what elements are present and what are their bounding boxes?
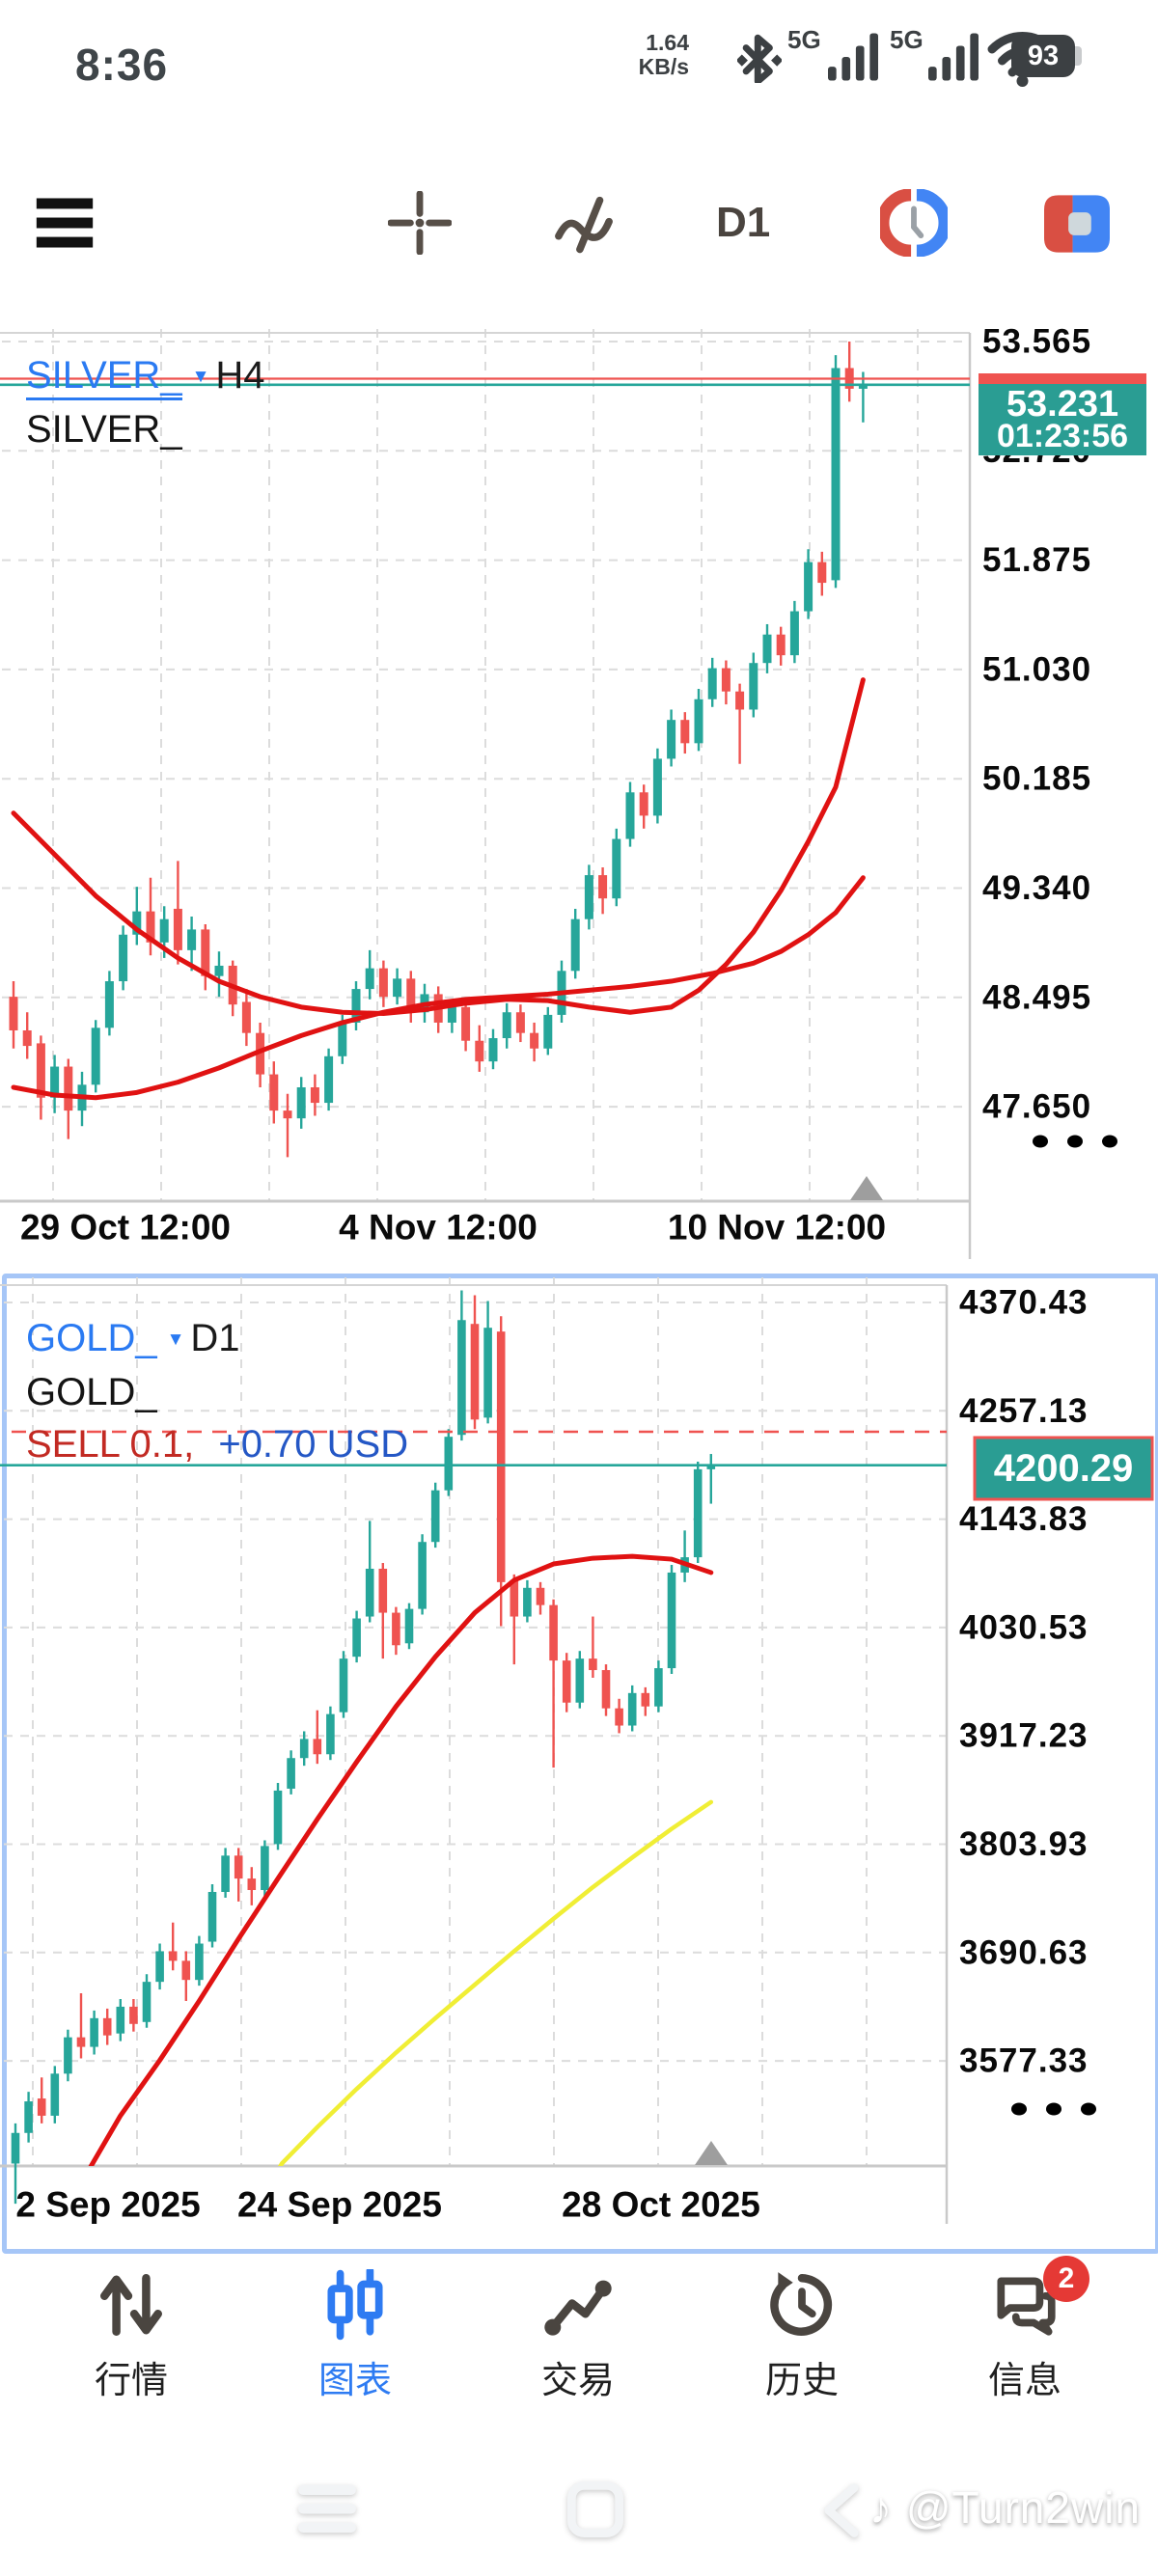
- scale-menu-dots: [1102, 1135, 1117, 1148]
- scale-menu-dots: [1011, 2102, 1027, 2116]
- scroll-to-end-marker: [850, 1176, 883, 1200]
- y-axis-label: 49.340: [982, 869, 1091, 907]
- scale-menu-dots: [1081, 2102, 1096, 2116]
- ma-fast: [11, 677, 866, 1017]
- status-time: 8:36: [75, 40, 169, 90]
- ma-red: [88, 1553, 714, 2166]
- nav-history[interactable]: 历史: [720, 2269, 884, 2403]
- watermark-handle: @Turn2win: [905, 2482, 1141, 2533]
- back-icon[interactable]: [820, 2483, 863, 2537]
- battery-nub: [1075, 46, 1082, 66]
- active-chart-frame: [2, 1274, 1158, 2254]
- sim2-network-type: 5G: [890, 25, 924, 54]
- svg-text:53.231: 53.231: [1006, 384, 1118, 425]
- y-axis-label: 48.495: [982, 978, 1091, 1016]
- gold-watermark: GOLD_: [26, 1371, 157, 1413]
- bid-price-badge: [973, 1436, 1154, 1501]
- silver-chart[interactable]: 53.56552.72051.87551.03050.18549.34048.4…: [0, 323, 1158, 1264]
- y-axis-label: 47.650: [982, 1088, 1091, 1126]
- ask-price-marker: [979, 373, 1146, 384]
- chart-objects-icon[interactable]: [880, 189, 948, 257]
- y-axis-label: 3577.33: [959, 2042, 1089, 2080]
- window-mode-icon[interactable]: [1044, 195, 1110, 253]
- chevron-down-icon: ▼: [166, 1329, 185, 1350]
- nav-trade[interactable]: 交易: [496, 2269, 660, 2403]
- y-axis-label: 53.565: [982, 323, 1091, 361]
- scale-menu-dots: [1033, 1135, 1048, 1148]
- trade-icon: [544, 2280, 612, 2336]
- x-axis-label: 28 Oct 2025: [562, 2185, 760, 2225]
- nav-messages-history-label: 历史: [764, 2361, 839, 2401]
- y-axis-label: 3803.93: [959, 1825, 1089, 1863]
- x-axis-label: 2 Sep 2025: [15, 2185, 200, 2225]
- network-speed-unit: KB/s: [638, 54, 689, 79]
- nav-charts[interactable]: 图表: [273, 2269, 437, 2403]
- svg-text:01:23:56: 01:23:56: [997, 418, 1128, 454]
- gold-chart-header: GOLD_ ▼ D1 GOLD_ SELL 0.1, +0.70 USD: [26, 1312, 408, 1470]
- video-watermark: ♪ @Turn2win: [869, 2481, 1141, 2534]
- nav-quotes[interactable]: 行情: [49, 2269, 213, 2403]
- nav-messages[interactable]: 2 信息: [943, 2256, 1107, 2403]
- x-axis-label: 4 Nov 12:00: [339, 1208, 538, 1247]
- network-speed-value: 1.64: [646, 30, 689, 55]
- y-axis-label: 4030.53: [959, 1608, 1089, 1646]
- ma-yellow: [277, 1799, 714, 2166]
- home-icon[interactable]: [567, 2481, 623, 2537]
- gold-chart[interactable]: 4370.43 4257.13 4143.83 4030.53 3917.23 3803.…: [0, 1272, 1158, 2248]
- scroll-to-end-marker: [695, 2141, 728, 2165]
- svg-text:4200.29: 4200.29: [994, 1447, 1134, 1490]
- recent-apps-icon[interactable]: [295, 2481, 359, 2537]
- history-icon: [770, 2272, 833, 2336]
- y-axis-label: 4370.43: [959, 1284, 1089, 1322]
- sim1-signal-icon: [828, 33, 878, 81]
- nav-quotes-label: 行情: [94, 2361, 168, 2401]
- silver-chart-header: SILVER_ ▼ H4 SILVER_: [26, 349, 265, 455]
- chevron-down-icon: ▼: [191, 367, 210, 387]
- network-speed: 1.64 KB/s: [608, 31, 689, 79]
- charts-icon: [327, 2269, 383, 2341]
- y-axis-label: 4143.83: [959, 1500, 1089, 1538]
- battery-icon: 93: [1011, 35, 1075, 77]
- gold-symbol-selector[interactable]: GOLD_: [26, 1317, 157, 1359]
- nav-messages-label: 信息: [987, 2361, 1062, 2401]
- music-note-icon: ♪: [869, 2482, 894, 2533]
- y-axis-label: 3690.63: [959, 1933, 1089, 1971]
- silver-watermark: SILVER_: [26, 408, 182, 451]
- x-axis-label: 24 Sep 2025: [237, 2185, 442, 2225]
- y-axis-label: 4257.13: [959, 1392, 1089, 1430]
- gold-position-profit: +0.70 USD: [218, 1423, 409, 1466]
- x-axis-label: 10 Nov 12:00: [668, 1208, 886, 1247]
- bluetooth-icon: [737, 34, 782, 83]
- crosshair-icon[interactable]: [388, 191, 452, 255]
- scale-menu-dots: [1046, 2102, 1062, 2116]
- silver-symbol-selector[interactable]: SILVER_: [26, 354, 182, 400]
- menu-icon[interactable]: [35, 193, 95, 253]
- messages-icon: [997, 2277, 1056, 2336]
- sim2-signal-icon: [928, 33, 979, 81]
- gold-timeframe: D1: [190, 1317, 240, 1359]
- nav-charts-label: 图表: [317, 2361, 392, 2401]
- timeframe-button[interactable]: D1: [716, 199, 771, 246]
- silver-timeframe: H4: [215, 354, 265, 397]
- indicators-icon[interactable]: [552, 191, 616, 255]
- bid-price-badge: [979, 384, 1146, 455]
- y-axis-label: 50.185: [982, 760, 1091, 798]
- nav-trade-label: 交易: [540, 2361, 615, 2401]
- gold-position-label: SELL 0.1,: [26, 1423, 195, 1466]
- sim1-network-type: 5G: [787, 25, 821, 54]
- y-axis-label: 51.030: [982, 650, 1091, 688]
- scale-menu-dots: [1067, 1135, 1083, 1148]
- ma-slow: [11, 875, 866, 1101]
- messages-badge: 2: [1043, 2256, 1089, 2302]
- y-axis-label: 3917.23: [959, 1717, 1089, 1755]
- quotes-icon: [100, 2274, 162, 2336]
- x-axis-label: 29 Oct 12:00: [20, 1208, 231, 1247]
- y-axis-label: 51.875: [982, 541, 1091, 579]
